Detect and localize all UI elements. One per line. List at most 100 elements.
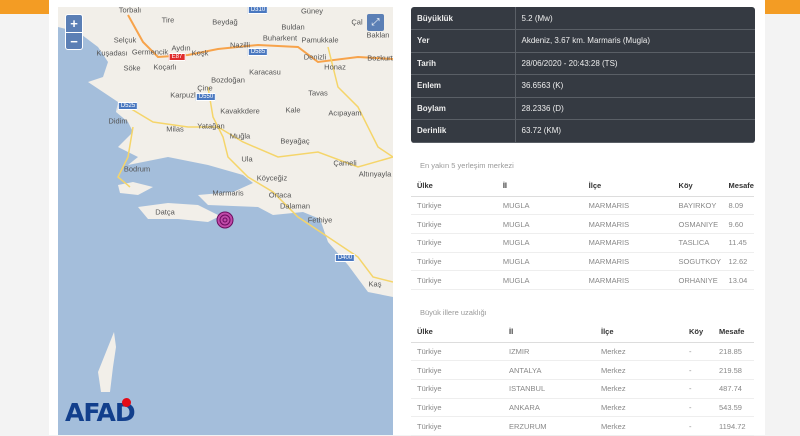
table-cell: MARMARIS — [582, 270, 673, 290]
zoom-control: + − — [65, 14, 83, 50]
detail-value: 5.2 (Mw) — [515, 7, 755, 30]
detail-row: Enlem 36.6563 (K) — [411, 74, 755, 98]
table-cell: Türkiye — [411, 233, 497, 253]
map-label: Buharkent — [262, 33, 298, 43]
column-header[interactable]: Köy — [672, 176, 723, 197]
cities-title: Büyük illere uzaklığı — [420, 308, 487, 317]
table-cell: MUGLA — [496, 233, 583, 253]
road — [207, 86, 393, 283]
table-cell: - — [683, 398, 713, 418]
table-cell: ANTALYA — [503, 360, 595, 380]
table-cell: BAYIRKOY — [672, 196, 723, 216]
map-label: Beydağ — [212, 17, 238, 27]
table-cell: - — [683, 342, 713, 362]
nearest-settlements-table: Ülke İl İlçe Köy Mesafe Türkiye MUGLA MARMARIS B… — [411, 176, 754, 290]
table-row: Türkiye MUGLA MARMARIS BAYIRKOY 8.09 — [411, 196, 754, 216]
epicenter-marker[interactable] — [216, 211, 234, 229]
table-cell: - — [683, 360, 713, 380]
table-cell: 543.59 — [713, 398, 754, 418]
turkish-flag-icon — [122, 398, 131, 407]
map-label: Kale — [285, 105, 301, 115]
table-cell: Türkiye — [411, 379, 503, 399]
map-label: Kuşadası — [96, 48, 128, 58]
header-accent-left — [0, 0, 49, 14]
fullscreen-icon[interactable]: ⤢ — [367, 14, 384, 31]
table-cell: 13.04 — [722, 270, 754, 290]
zoom-in-button[interactable]: + — [70, 16, 78, 31]
map-label: Torbalı — [118, 7, 142, 15]
table-cell: Merkez — [595, 398, 683, 418]
table-cell: Merkez — [595, 416, 683, 436]
road-shield: D525 — [117, 102, 139, 110]
map-label: Germencik — [131, 47, 169, 57]
datca-peninsula — [138, 203, 228, 222]
road — [117, 126, 134, 188]
column-header[interactable]: Mesafe — [722, 176, 754, 197]
table-cell: MUGLA — [496, 196, 583, 216]
detail-value: 36.6563 (K) — [515, 74, 755, 98]
map-label: Datça — [155, 207, 175, 217]
table-row: Türkiye ANKARA Merkez -543.59 — [411, 398, 754, 418]
column-header[interactable]: İlçe — [595, 322, 683, 343]
table-cell: MARMARIS — [582, 233, 673, 253]
table-cell: Türkiye — [411, 416, 503, 436]
map-label: Bodrum — [123, 164, 151, 174]
table-cell: 11.45 — [722, 233, 754, 253]
header-accent-right — [765, 0, 800, 14]
table-cell: OSMANIYE — [672, 214, 723, 234]
table-cell: ISTANBUL — [503, 379, 595, 399]
table-row: Türkiye ERZURUM Merkez -1194.72 — [411, 416, 754, 436]
detail-value: 28/06/2020 - 20:43:28 (TS) — [515, 52, 755, 75]
table-row: Türkiye MUGLA MARMARIS OSMANIYE 9.60 — [411, 214, 754, 234]
column-header[interactable]: İl — [503, 322, 595, 343]
column-header[interactable]: Ülke — [411, 322, 503, 343]
column-header[interactable]: Mesafe — [713, 322, 754, 343]
map-label: Ula — [241, 154, 253, 164]
table-cell: Türkiye — [411, 196, 497, 216]
table-cell: IZMIR — [503, 342, 595, 362]
column-header[interactable]: Ülke — [411, 176, 497, 197]
table-cell: - — [683, 416, 713, 436]
table-cell: 1194.72 — [713, 416, 754, 436]
road-shield: D585 — [247, 48, 269, 56]
map-label: Bozkurt — [367, 53, 393, 63]
map-label: Marmaris — [212, 188, 244, 198]
map-label: Acıpayam — [328, 108, 362, 118]
column-header[interactable]: İlçe — [582, 176, 673, 197]
table-cell: Türkiye — [411, 398, 503, 418]
detail-label: Büyüklük — [411, 7, 516, 30]
map-label: Beyağaç — [280, 136, 310, 146]
table-row: Türkiye ANTALYA Merkez -219.58 — [411, 360, 754, 380]
table-cell: MARMARIS — [582, 252, 673, 272]
map-label: Dalaman — [279, 201, 311, 211]
table-row: Türkiye ISTANBUL Merkez -487.74 — [411, 379, 754, 399]
detail-label: Tarih — [411, 52, 516, 75]
table-cell: 218.85 — [713, 342, 754, 362]
table-cell: MUGLA — [496, 270, 583, 290]
table-cell: Türkiye — [411, 214, 497, 234]
map-label: Koşk — [191, 48, 209, 58]
column-header[interactable]: İl — [496, 176, 583, 197]
map-label: Karpuzlu — [170, 90, 200, 100]
column-header[interactable]: Köy — [683, 322, 713, 343]
table-cell: 12.62 — [722, 252, 754, 272]
table-row: Türkiye MUGLA MARMARIS ORHANIYE 13.04 — [411, 270, 754, 290]
table-cell: Merkez — [595, 342, 683, 362]
map-label: Denizli — [303, 52, 327, 62]
sea — [58, 27, 393, 435]
table-cell: 8.09 — [722, 196, 754, 216]
map-label: Köyceğiz — [256, 173, 288, 183]
detail-row: Büyüklük 5.2 (Mw) — [411, 7, 755, 30]
map-label: Koçarlı — [153, 62, 177, 72]
map-label: Altınyayla — [358, 169, 392, 179]
map-label: Kaş — [368, 279, 382, 289]
earthquake-map[interactable]: Torbalı Tire Beydağ Güney Çal Buldan Baklan Sel… — [58, 7, 393, 435]
road-shield: D550 — [195, 93, 217, 101]
zoom-out-button[interactable]: − — [66, 32, 82, 49]
detail-row: Tarih 28/06/2020 - 20:43:28 (TS) — [411, 52, 755, 75]
map-label: Honaz — [324, 62, 346, 72]
map-label: Nazilli — [229, 40, 251, 50]
detail-value: 63.72 (KM) — [515, 119, 755, 143]
table-cell: ANKARA — [503, 398, 595, 418]
map-label: Selçuk — [113, 35, 137, 45]
